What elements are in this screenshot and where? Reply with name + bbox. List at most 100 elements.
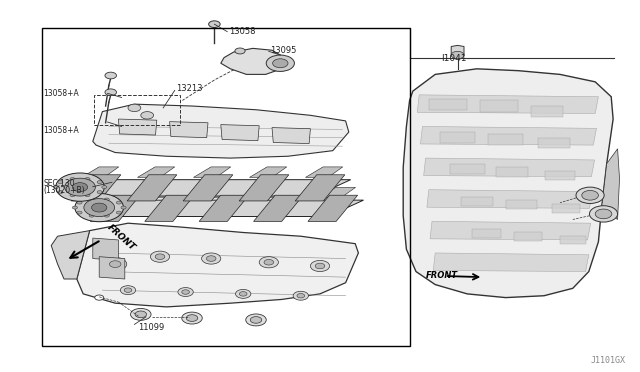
Text: 13058: 13058 [229, 28, 255, 36]
Circle shape [77, 211, 82, 214]
Polygon shape [90, 195, 140, 221]
Circle shape [246, 314, 266, 326]
Circle shape [116, 211, 122, 214]
Circle shape [104, 214, 109, 217]
Text: I1041: I1041 [442, 54, 467, 62]
Polygon shape [295, 175, 345, 201]
Circle shape [589, 206, 618, 222]
Circle shape [56, 173, 104, 201]
Polygon shape [602, 149, 620, 219]
Circle shape [273, 59, 288, 68]
Circle shape [120, 286, 136, 295]
Circle shape [259, 257, 278, 268]
Polygon shape [560, 236, 586, 244]
Polygon shape [308, 195, 358, 221]
Circle shape [104, 198, 109, 201]
Polygon shape [272, 128, 310, 144]
Text: 13058+A: 13058+A [44, 126, 79, 135]
Circle shape [85, 194, 90, 197]
Circle shape [141, 112, 154, 119]
Polygon shape [417, 95, 598, 113]
Polygon shape [433, 253, 589, 272]
Circle shape [58, 181, 63, 184]
Polygon shape [127, 175, 177, 201]
Polygon shape [424, 158, 595, 177]
Text: FRONT: FRONT [426, 271, 458, 280]
Polygon shape [403, 69, 613, 298]
Circle shape [239, 292, 247, 296]
Circle shape [116, 201, 122, 204]
Circle shape [182, 290, 189, 294]
Circle shape [150, 251, 170, 262]
Circle shape [102, 186, 107, 189]
Polygon shape [429, 99, 467, 110]
Circle shape [70, 177, 75, 180]
Circle shape [105, 89, 116, 96]
Polygon shape [81, 167, 119, 177]
Polygon shape [145, 195, 195, 221]
Circle shape [297, 294, 305, 298]
Circle shape [72, 183, 88, 192]
Circle shape [89, 214, 94, 217]
Circle shape [236, 289, 251, 298]
Polygon shape [480, 100, 518, 112]
Polygon shape [118, 119, 157, 135]
Polygon shape [100, 187, 138, 198]
Circle shape [178, 288, 193, 296]
Circle shape [65, 178, 95, 196]
Text: 13213: 13213 [176, 84, 202, 93]
Circle shape [97, 181, 102, 184]
Circle shape [53, 186, 58, 189]
Circle shape [85, 177, 90, 180]
Bar [94, 95, 180, 125]
Circle shape [104, 257, 127, 271]
Polygon shape [239, 175, 289, 201]
Polygon shape [496, 167, 528, 177]
Polygon shape [514, 232, 542, 241]
Circle shape [97, 190, 102, 193]
Polygon shape [209, 187, 247, 198]
Circle shape [124, 288, 132, 292]
Polygon shape [318, 187, 356, 198]
Circle shape [105, 72, 116, 79]
Polygon shape [461, 197, 493, 206]
Circle shape [89, 198, 94, 201]
Polygon shape [430, 221, 591, 240]
Polygon shape [506, 200, 537, 209]
Text: 13095: 13095 [270, 46, 296, 55]
Text: SEC.130: SEC.130 [44, 179, 75, 187]
Circle shape [70, 194, 75, 197]
Text: J1101GX: J1101GX [591, 356, 626, 365]
Circle shape [186, 315, 198, 321]
Polygon shape [183, 175, 233, 201]
Circle shape [135, 311, 147, 318]
Polygon shape [440, 132, 475, 143]
Circle shape [92, 203, 107, 212]
Polygon shape [221, 125, 259, 141]
Circle shape [84, 199, 115, 217]
Polygon shape [99, 257, 125, 279]
Circle shape [315, 263, 325, 269]
Polygon shape [65, 180, 351, 196]
Polygon shape [193, 167, 231, 177]
Circle shape [58, 190, 63, 193]
Circle shape [121, 206, 126, 209]
Polygon shape [71, 175, 121, 201]
Polygon shape [552, 204, 580, 213]
Polygon shape [538, 138, 570, 148]
Circle shape [576, 187, 604, 203]
Polygon shape [221, 48, 285, 74]
Polygon shape [450, 164, 485, 174]
Polygon shape [427, 190, 593, 208]
Circle shape [264, 260, 274, 265]
Circle shape [310, 260, 330, 272]
Polygon shape [155, 187, 193, 198]
Circle shape [293, 291, 308, 300]
Polygon shape [250, 167, 287, 177]
Polygon shape [51, 231, 90, 279]
Circle shape [595, 209, 612, 219]
Polygon shape [93, 104, 349, 158]
Circle shape [131, 308, 151, 320]
Polygon shape [77, 223, 358, 307]
Circle shape [95, 295, 104, 300]
